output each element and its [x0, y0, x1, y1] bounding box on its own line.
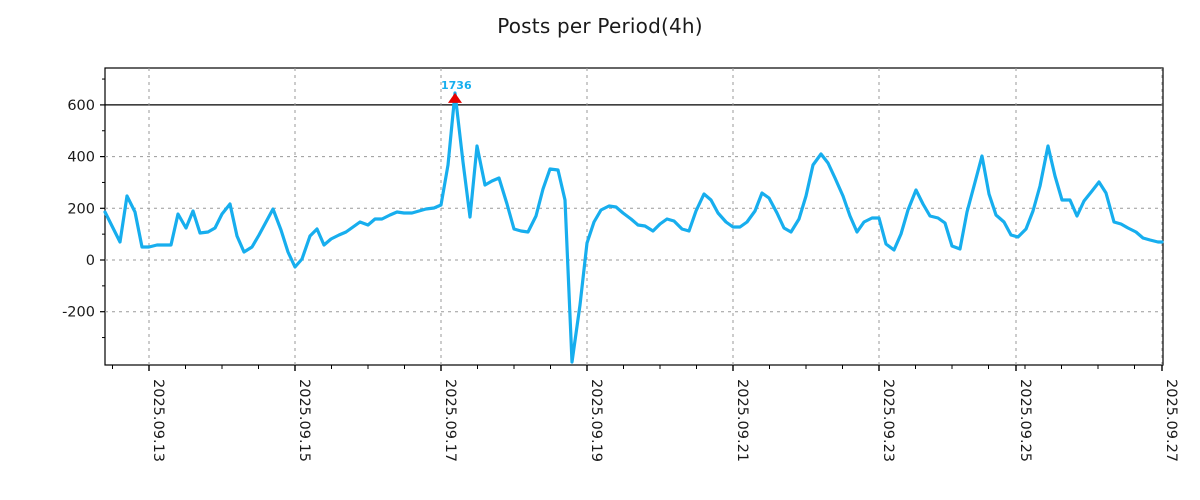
x-tick-label: 2025.09.21: [734, 379, 750, 462]
plot-border: [104, 67, 1164, 366]
y-tick-label: 200: [67, 201, 95, 217]
x-tick-label: 2025.09.15: [296, 379, 312, 462]
y-tick-label: 400: [67, 150, 95, 166]
x-tick-label: 2025.09.19: [588, 379, 604, 462]
x-tick-label: 2025.09.23: [880, 379, 896, 462]
x-tick-labels: 2025.09.13 2025.09.15 2025.09.17 2025.09.19…: [150, 379, 1179, 462]
y-tick-marks: [100, 78, 105, 339]
x-tick-label: 2025.09.17: [442, 379, 458, 462]
y-tick-label: -200: [62, 305, 95, 321]
y-tick-labels: -200 0 200 400 600: [62, 98, 95, 321]
x-tick-label: 2025.09.27: [1163, 379, 1179, 462]
y-tick-label: 600: [67, 98, 95, 114]
x-gridlines: [148, 68, 1163, 365]
chart-title: Posts per Period(4h): [497, 14, 703, 38]
x-tick-label: 2025.09.13: [150, 379, 166, 462]
x-tick-marks: [112, 365, 1163, 371]
peak-value-label: 1736: [441, 79, 472, 92]
peak-annotation-group: 1736: [441, 79, 472, 103]
x-tick-label: 2025.09.25: [1017, 379, 1033, 462]
data-series-line: [103, 91, 1164, 364]
peak-marker-triangle-icon: [448, 92, 462, 103]
y-tick-label: 0: [86, 253, 95, 269]
y-gridlines: [105, 104, 1163, 313]
